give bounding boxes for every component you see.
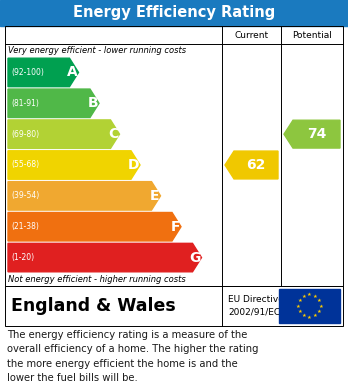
Polygon shape	[8, 243, 201, 272]
Text: C: C	[108, 127, 119, 141]
Text: ★: ★	[307, 292, 312, 297]
Polygon shape	[8, 182, 160, 210]
Text: (81-91): (81-91)	[11, 99, 39, 108]
Text: Not energy efficient - higher running costs: Not energy efficient - higher running co…	[8, 275, 186, 284]
Text: E: E	[150, 189, 159, 203]
Text: G: G	[189, 251, 200, 265]
Text: F: F	[171, 220, 180, 234]
Bar	[5, 26, 343, 286]
Polygon shape	[225, 151, 278, 179]
Polygon shape	[8, 151, 140, 179]
Polygon shape	[8, 120, 119, 148]
Text: EU Directive: EU Directive	[228, 296, 284, 305]
Text: (92-100): (92-100)	[11, 68, 44, 77]
Text: Potential: Potential	[292, 30, 332, 39]
Text: ★: ★	[317, 298, 322, 303]
Polygon shape	[8, 58, 79, 87]
Bar	[0, 0, 348, 26]
Text: (55-68): (55-68)	[11, 160, 39, 170]
Text: (1-20): (1-20)	[11, 253, 34, 262]
Text: ★: ★	[318, 303, 323, 308]
Text: D: D	[127, 158, 139, 172]
Text: England & Wales: England & Wales	[11, 297, 176, 315]
Text: ★: ★	[298, 309, 302, 314]
Text: ★: ★	[298, 298, 302, 303]
Text: Very energy efficient - lower running costs: Very energy efficient - lower running co…	[8, 46, 186, 55]
Polygon shape	[284, 120, 340, 148]
Text: ★: ★	[301, 294, 306, 299]
Text: Current: Current	[235, 30, 269, 39]
Text: (21-38): (21-38)	[11, 222, 39, 231]
Text: (69-80): (69-80)	[11, 130, 39, 139]
Text: (39-54): (39-54)	[11, 191, 39, 200]
Text: B: B	[87, 96, 98, 110]
Text: ★: ★	[313, 313, 317, 318]
Polygon shape	[8, 89, 99, 118]
Bar	[279, 289, 340, 323]
Text: A: A	[67, 65, 78, 79]
Bar	[5, 286, 343, 326]
Text: Energy Efficiency Rating: Energy Efficiency Rating	[73, 5, 275, 20]
Text: 74: 74	[307, 127, 326, 141]
Text: ★: ★	[307, 315, 312, 320]
Text: 62: 62	[246, 158, 266, 172]
Text: The energy efficiency rating is a measure of the
overall efficiency of a home. T: The energy efficiency rating is a measur…	[7, 330, 259, 383]
Text: 2002/91/EC: 2002/91/EC	[228, 307, 280, 316]
Text: ★: ★	[313, 294, 317, 299]
Text: ★: ★	[296, 303, 301, 308]
Text: ★: ★	[301, 313, 306, 318]
Text: ★: ★	[317, 309, 322, 314]
Polygon shape	[8, 212, 181, 241]
